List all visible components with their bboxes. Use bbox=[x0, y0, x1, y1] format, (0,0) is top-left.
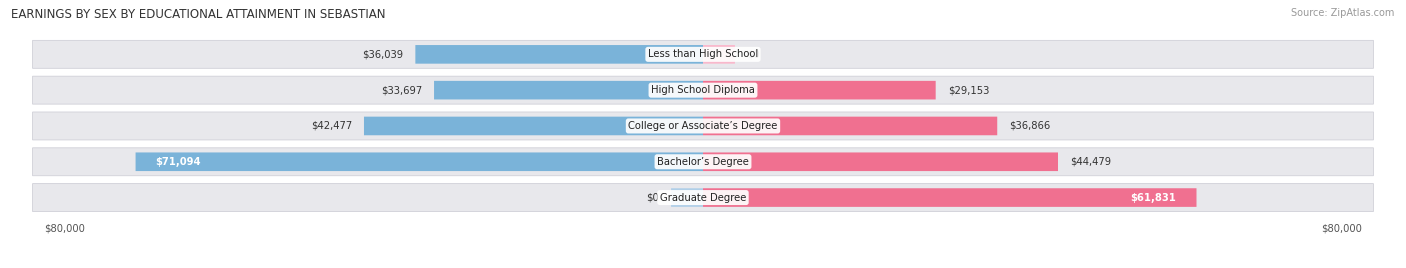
FancyBboxPatch shape bbox=[32, 148, 1374, 176]
FancyBboxPatch shape bbox=[135, 152, 703, 171]
Text: EARNINGS BY SEX BY EDUCATIONAL ATTAINMENT IN SEBASTIAN: EARNINGS BY SEX BY EDUCATIONAL ATTAINMEN… bbox=[11, 8, 385, 21]
Text: College or Associate’s Degree: College or Associate’s Degree bbox=[628, 121, 778, 131]
Text: Source: ZipAtlas.com: Source: ZipAtlas.com bbox=[1291, 8, 1395, 18]
FancyBboxPatch shape bbox=[703, 81, 935, 99]
FancyBboxPatch shape bbox=[415, 45, 703, 64]
Text: High School Diploma: High School Diploma bbox=[651, 85, 755, 95]
FancyBboxPatch shape bbox=[671, 188, 703, 207]
FancyBboxPatch shape bbox=[703, 152, 1057, 171]
Text: Less than High School: Less than High School bbox=[648, 49, 758, 59]
FancyBboxPatch shape bbox=[703, 45, 735, 64]
Text: $33,697: $33,697 bbox=[381, 85, 422, 95]
Text: Graduate Degree: Graduate Degree bbox=[659, 193, 747, 203]
Text: Bachelor’s Degree: Bachelor’s Degree bbox=[657, 157, 749, 167]
Text: $71,094: $71,094 bbox=[156, 157, 201, 167]
Text: $44,479: $44,479 bbox=[1070, 157, 1111, 167]
Text: $36,866: $36,866 bbox=[1010, 121, 1050, 131]
Text: $42,477: $42,477 bbox=[311, 121, 352, 131]
FancyBboxPatch shape bbox=[32, 40, 1374, 68]
FancyBboxPatch shape bbox=[703, 188, 1197, 207]
Text: $36,039: $36,039 bbox=[363, 49, 404, 59]
FancyBboxPatch shape bbox=[32, 76, 1374, 104]
FancyBboxPatch shape bbox=[434, 81, 703, 99]
FancyBboxPatch shape bbox=[364, 117, 703, 135]
FancyBboxPatch shape bbox=[32, 112, 1374, 140]
Text: $61,831: $61,831 bbox=[1130, 193, 1177, 203]
FancyBboxPatch shape bbox=[703, 117, 997, 135]
Text: $0: $0 bbox=[747, 49, 759, 59]
FancyBboxPatch shape bbox=[32, 184, 1374, 211]
Text: $29,153: $29,153 bbox=[948, 85, 988, 95]
Text: $0: $0 bbox=[647, 193, 659, 203]
